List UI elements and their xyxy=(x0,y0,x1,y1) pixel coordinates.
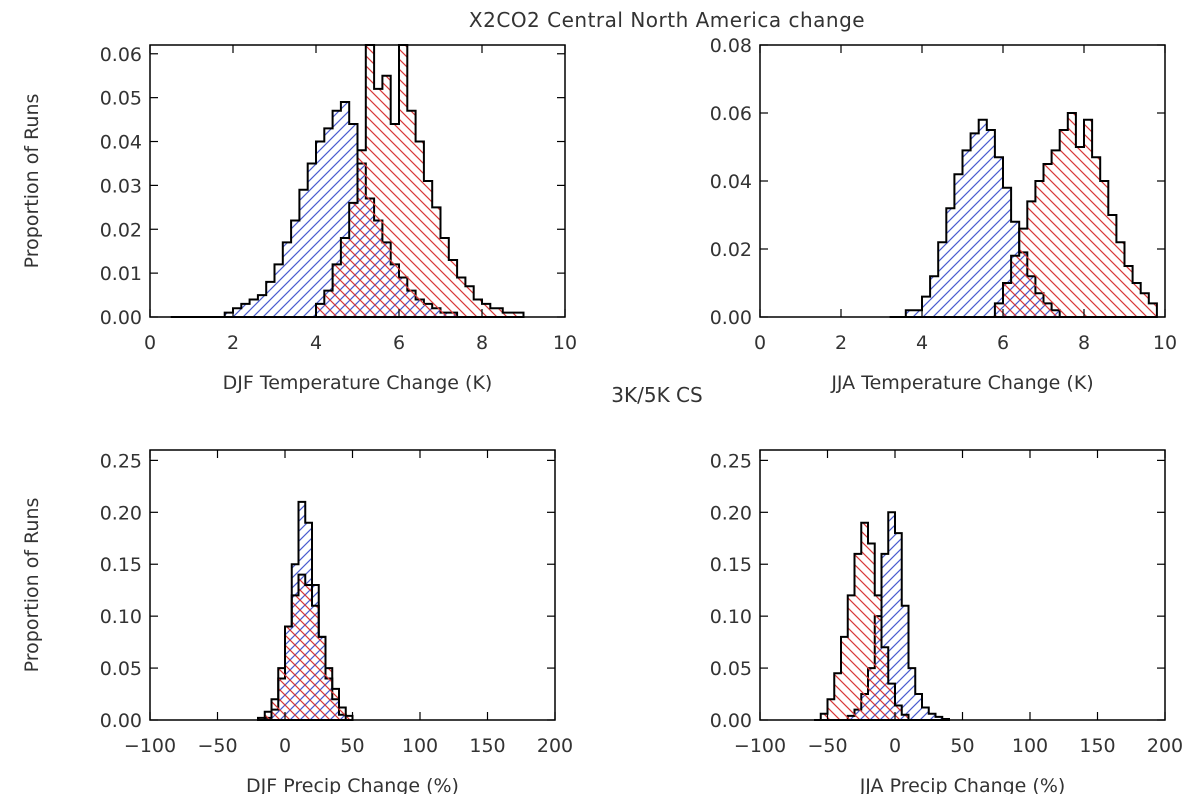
y-tick-label: 0.10 xyxy=(100,606,142,628)
x-tick-label: 0 xyxy=(889,735,901,757)
x-tick-label: 0 xyxy=(279,735,291,757)
series-red-djf-temp xyxy=(307,44,525,318)
panel-djf-precip: −100 −50 0 50 100 150 200 0.00 0.05 0.10 0.15 0.20 0… xyxy=(21,449,573,794)
x-axis-label: DJF Temperature Change (K) xyxy=(223,372,493,394)
y-tick-label: 0.06 xyxy=(710,103,752,125)
x-tick-label: 10 xyxy=(553,332,577,354)
x-tick-label: 4 xyxy=(916,332,928,354)
panel-jja-temp: 0 2 4 6 8 10 0.00 0.02 0.04 0.06 0.08 JJA Temperatu… xyxy=(710,35,1177,394)
y-axis-label: Proportion of Runs xyxy=(21,498,43,673)
x-axis-label: JJA Precip Change (%) xyxy=(859,775,1066,794)
y-tick-label: 0.00 xyxy=(710,307,752,329)
x-tick-label: 100 xyxy=(1012,735,1048,757)
y-tick-label: 0.00 xyxy=(710,710,752,732)
series-red-djf-precip xyxy=(257,573,354,721)
x-tick-label: −100 xyxy=(734,735,786,757)
plot-frame xyxy=(149,449,556,721)
x-tick-label: 200 xyxy=(1147,735,1183,757)
y-tick-label: 0.04 xyxy=(710,171,752,193)
x-tick-label: 200 xyxy=(537,735,573,757)
x-tick-label: 100 xyxy=(402,735,438,757)
y-tick-label: 0.15 xyxy=(100,554,142,576)
x-axis-label: DJF Precip Change (%) xyxy=(246,775,459,794)
y-tick-label: 0.15 xyxy=(710,554,752,576)
y-tick-label: 0.00 xyxy=(100,710,142,732)
y-tick-label: 0.20 xyxy=(710,502,752,524)
y-tick-label: 0.25 xyxy=(710,450,752,472)
y-tick-label: 0.04 xyxy=(100,132,142,154)
panel-jja-precip: −100 −50 0 50 100 150 200 0.00 0.05 0.10 0.15 0.20 0… xyxy=(710,449,1183,794)
y-tick-label: 0.00 xyxy=(100,307,142,329)
series-red-jja-precip xyxy=(814,521,910,721)
y-tick-label: 0.10 xyxy=(710,606,752,628)
x-tick-label: 4 xyxy=(310,332,322,354)
y-tick-label: 0.02 xyxy=(100,219,142,241)
series-red-jja-temp xyxy=(986,112,1158,318)
x-tick-label: 150 xyxy=(469,735,505,757)
x-tick-label: 8 xyxy=(476,332,488,354)
x-tick-label: 10 xyxy=(1153,332,1177,354)
x-tick-label: 150 xyxy=(1079,735,1115,757)
y-tick-label: 0.06 xyxy=(100,44,142,66)
x-tick-label: 50 xyxy=(950,735,974,757)
plot-frame xyxy=(149,44,566,318)
x-tick-label: 0 xyxy=(754,332,766,354)
y-tick-label: 0.05 xyxy=(100,658,142,680)
y-tick-label: 0.05 xyxy=(710,658,752,680)
x-tick-label: 0 xyxy=(144,332,156,354)
x-tick-label: −50 xyxy=(197,735,237,757)
y-tick-label: 0.25 xyxy=(100,450,142,472)
plot-frame xyxy=(759,449,1166,721)
x-tick-label: 2 xyxy=(227,332,239,354)
y-tick-label: 0.20 xyxy=(100,502,142,524)
x-tick-label: 8 xyxy=(1078,332,1090,354)
figure-subtitle-text: 3K/5K CS xyxy=(611,383,703,407)
x-tick-label: 50 xyxy=(340,735,364,757)
y-tick-label: 0.01 xyxy=(100,263,142,285)
x-tick-label: 6 xyxy=(393,332,405,354)
x-tick-label: −50 xyxy=(807,735,847,757)
figure-subtitle: 3K/5K CS xyxy=(0,383,1194,407)
figure-title: X2CO2 Central North America change xyxy=(0,8,1194,32)
figure-title-text: X2CO2 Central North America change xyxy=(468,8,866,32)
y-tick-label: 0.05 xyxy=(100,88,142,110)
x-axis-label: JJA Temperature Change (K) xyxy=(830,372,1093,394)
y-axis-label: Proportion of Runs xyxy=(21,94,43,269)
x-tick-label: 2 xyxy=(835,332,847,354)
y-tick-label: 0.03 xyxy=(100,175,142,197)
x-tick-label: 6 xyxy=(997,332,1009,354)
y-tick-label: 0.02 xyxy=(710,239,752,261)
panel-djf-temp: 0 2 4 6 8 10 0.00 0.01 0.02 0.03 0.04 0.05 0.06 DJF T… xyxy=(21,44,577,394)
y-tick-label: 0.08 xyxy=(710,35,752,57)
x-tick-label: −100 xyxy=(124,735,176,757)
